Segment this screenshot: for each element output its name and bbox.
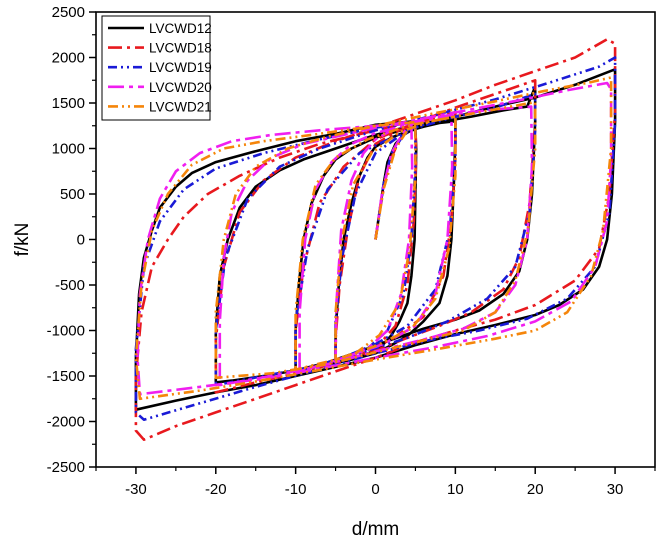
legend: LVCWD12 LVCWD18 LVCWD19 LVCWD20 LVCWD21 (101, 15, 212, 121)
x-tick-label: 10 (447, 481, 464, 498)
y-tick-label: -2500 (47, 459, 85, 476)
y-tick-label: 2500 (52, 4, 85, 21)
legend-label-lvcwd12: LVCWD12 (149, 21, 212, 36)
series-line-lvcwd21 (134, 76, 613, 401)
x-tick-label: -20 (205, 481, 227, 498)
y-tick-label: 0 (77, 232, 85, 249)
x-axis-title: d/mm (352, 519, 400, 540)
legend-label-lvcwd20: LVCWD20 (149, 80, 212, 95)
x-tick-label: 0 (371, 481, 379, 498)
x-tick-label: 20 (527, 481, 544, 498)
y-tick-label: -1500 (47, 368, 85, 385)
tick-labels-layer: -30 -20 -10 0 10 20 30 -2500 -2000 -1500 -1000 -500… (47, 4, 624, 498)
x-tick-label: -30 (125, 481, 147, 498)
series-layer (134, 38, 617, 441)
y-tick-label: 2000 (52, 50, 85, 67)
y-tick-label: 1000 (52, 141, 85, 158)
y-tick-label: 1500 (52, 95, 85, 112)
legend-box (101, 15, 211, 121)
y-tick-label: -1000 (47, 323, 85, 340)
y-tick-label: -500 (55, 277, 85, 294)
legend-label-lvcwd21: LVCWD21 (149, 99, 212, 114)
legend-label-lvcwd18: LVCWD18 (149, 41, 212, 56)
y-tick-label: 500 (60, 186, 85, 203)
series-line-lvcwd19 (134, 56, 617, 421)
x-tick-label: -10 (285, 481, 307, 498)
y-tick-label: -2000 (47, 414, 85, 431)
series-line-lvcwd20 (136, 81, 613, 396)
legend-label-lvcwd19: LVCWD19 (149, 60, 212, 75)
y-axis-title: f/kN (12, 223, 33, 257)
ticks-layer (89, 11, 656, 474)
x-tick-label: 30 (607, 481, 624, 498)
